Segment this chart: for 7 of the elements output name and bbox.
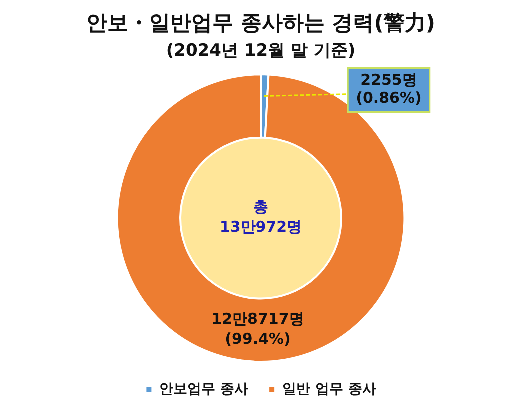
data-label: 12만8717명 (99.4%) — [212, 310, 304, 348]
legend-label: 안보업무 종사 — [160, 382, 249, 398]
data-label: 2255명 (0.86%) — [356, 71, 422, 108]
chart-subtitle: (2024년 12월 말 기준) — [166, 40, 356, 61]
legend-label: 일반 업무 종사 — [282, 382, 376, 398]
text: 총 13만972명 — [220, 198, 302, 236]
chart-title: 안보・일반업무 종사하는 경력(警力) — [86, 11, 436, 36]
